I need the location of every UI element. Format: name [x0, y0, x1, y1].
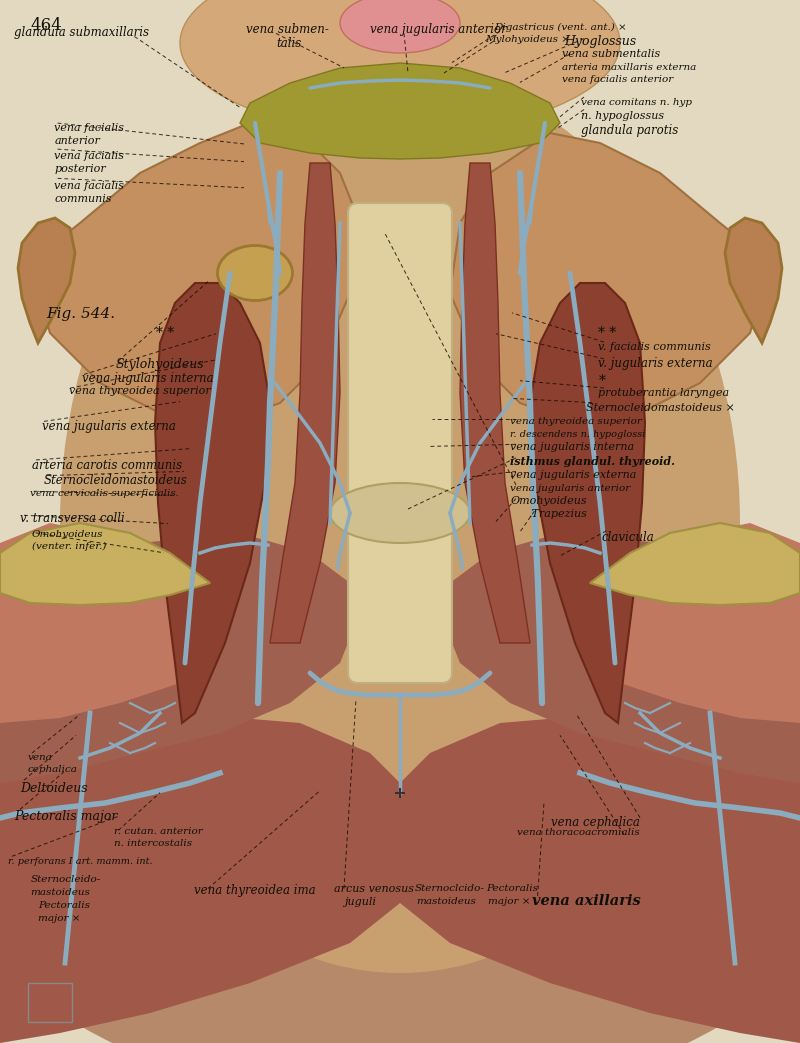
Polygon shape [0, 523, 210, 605]
Text: vena thoracoacromialis: vena thoracoacromialis [518, 828, 640, 838]
Text: r. cutan. anterior: r. cutan. anterior [114, 827, 202, 836]
Text: Sternocleidomastoideus ×: Sternocleidomastoideus × [586, 403, 734, 413]
Text: vena jugularis anterior: vena jugularis anterior [370, 23, 507, 35]
Text: vena facialis: vena facialis [54, 151, 125, 162]
Polygon shape [240, 63, 560, 159]
Polygon shape [270, 163, 340, 642]
Text: Omohyoideus: Omohyoideus [510, 496, 587, 507]
Text: vena thyreoidea superior: vena thyreoidea superior [510, 417, 642, 427]
Text: Fig. 544.: Fig. 544. [46, 307, 115, 320]
Text: protuberantia laryngea: protuberantia laryngea [598, 388, 730, 398]
Text: mastoideus: mastoideus [416, 897, 476, 906]
Polygon shape [440, 533, 800, 843]
Text: vena: vena [28, 753, 53, 762]
Polygon shape [0, 713, 400, 1043]
Polygon shape [460, 163, 530, 642]
Text: vena facialis: vena facialis [54, 181, 125, 192]
Polygon shape [18, 218, 75, 343]
Text: Sternocleidomastoideus: Sternocleidomastoideus [44, 474, 188, 486]
Text: Deltoideus: Deltoideus [20, 782, 88, 795]
Ellipse shape [340, 0, 460, 53]
Text: Pectoralis major: Pectoralis major [14, 810, 118, 823]
Text: *: * [598, 374, 606, 388]
Polygon shape [450, 134, 770, 423]
Text: vena cephalica: vena cephalica [551, 816, 640, 828]
Text: Stylohyoideus: Stylohyoideus [116, 358, 205, 370]
Polygon shape [400, 713, 800, 1043]
Text: vena axillaris: vena axillaris [532, 894, 641, 907]
Polygon shape [725, 218, 782, 343]
Text: * *: * * [156, 326, 174, 340]
Text: .Trapezius: .Trapezius [528, 509, 587, 519]
Polygon shape [0, 533, 360, 843]
Text: cephalica: cephalica [28, 765, 78, 774]
Polygon shape [0, 523, 220, 723]
Text: vena cervicalis superficialis: vena cervicalis superficialis [30, 489, 176, 499]
Text: v. transversa colli: v. transversa colli [20, 512, 125, 525]
Ellipse shape [218, 245, 293, 300]
Text: communis: communis [54, 194, 112, 204]
Text: vena facialis: vena facialis [54, 123, 125, 134]
Ellipse shape [0, 583, 800, 1043]
Text: posterior: posterior [54, 164, 106, 174]
Text: major ×: major × [488, 897, 530, 906]
Text: arcus venosus: arcus venosus [334, 884, 414, 895]
Text: vena jugularis anterior: vena jugularis anterior [510, 484, 630, 493]
Text: vena comitans n. hyp: vena comitans n. hyp [581, 98, 692, 107]
Text: arteria carotis communis: arteria carotis communis [32, 459, 182, 471]
Text: vena submen-: vena submen- [246, 23, 330, 35]
Text: vena thyreoidea ima: vena thyreoidea ima [194, 884, 316, 897]
Text: Mylohyoideus ×: Mylohyoideus × [486, 35, 570, 45]
Text: v. jugularis externa: v. jugularis externa [598, 357, 713, 369]
Text: Pectoralis: Pectoralis [38, 901, 90, 911]
Text: arteria maxillaris externa: arteria maxillaris externa [562, 63, 697, 72]
Polygon shape [530, 283, 645, 723]
Ellipse shape [60, 73, 740, 973]
Text: vena jugularis interna: vena jugularis interna [82, 372, 214, 385]
Text: vena facialis anterior: vena facialis anterior [562, 75, 674, 84]
Polygon shape [590, 523, 800, 605]
Text: vena thyreoidea superior: vena thyreoidea superior [69, 386, 210, 396]
Text: Omohyoideus: Omohyoideus [32, 530, 103, 539]
Text: v. facialis communis: v. facialis communis [598, 342, 711, 353]
Text: Pectoralis: Pectoralis [486, 884, 538, 894]
Ellipse shape [180, 0, 620, 134]
Text: Hyoglossus: Hyoglossus [564, 35, 636, 48]
Text: anterior: anterior [54, 136, 100, 146]
Text: n. hypoglossus: n. hypoglossus [581, 111, 664, 121]
Text: (venter. infer.): (venter. infer.) [32, 542, 106, 552]
Bar [28, 983, 72, 1022]
Text: Sternocleido-: Sternocleido- [30, 875, 101, 884]
Text: isthmus glandul. thyreoid.: isthmus glandul. thyreoid. [510, 456, 675, 467]
FancyBboxPatch shape [348, 203, 452, 683]
Text: Sternoclcido-: Sternoclcido- [414, 884, 484, 894]
Text: vena submentalis: vena submentalis [562, 49, 661, 59]
Text: 464: 464 [30, 17, 62, 33]
Text: r. perforans I art. mamm. int.: r. perforans I art. mamm. int. [8, 857, 153, 867]
Text: glandula submaxillaris: glandula submaxillaris [14, 26, 150, 39]
Text: vena jugularis externa: vena jugularis externa [42, 420, 175, 433]
Text: vena jugularis interna: vena jugularis interna [510, 442, 634, 453]
Text: juguli: juguli [344, 897, 376, 907]
Text: r. descendens n. hypoglossi: r. descendens n. hypoglossi [510, 430, 646, 439]
Text: * *: * * [598, 326, 617, 340]
Text: n. intercostalis: n. intercostalis [114, 839, 192, 848]
Polygon shape [30, 123, 360, 423]
Polygon shape [580, 523, 800, 723]
Polygon shape [155, 283, 270, 723]
Text: vena jugularis externa: vena jugularis externa [510, 470, 637, 481]
Text: major ×: major × [38, 914, 81, 923]
Text: clavicula: clavicula [602, 531, 654, 543]
Text: Digastricus (vent. ant.) ×: Digastricus (vent. ant.) × [494, 23, 627, 32]
Ellipse shape [330, 483, 470, 543]
Text: talis: talis [276, 37, 302, 49]
Text: mastoideus: mastoideus [30, 888, 90, 897]
Text: glandula parotis: glandula parotis [581, 124, 678, 137]
